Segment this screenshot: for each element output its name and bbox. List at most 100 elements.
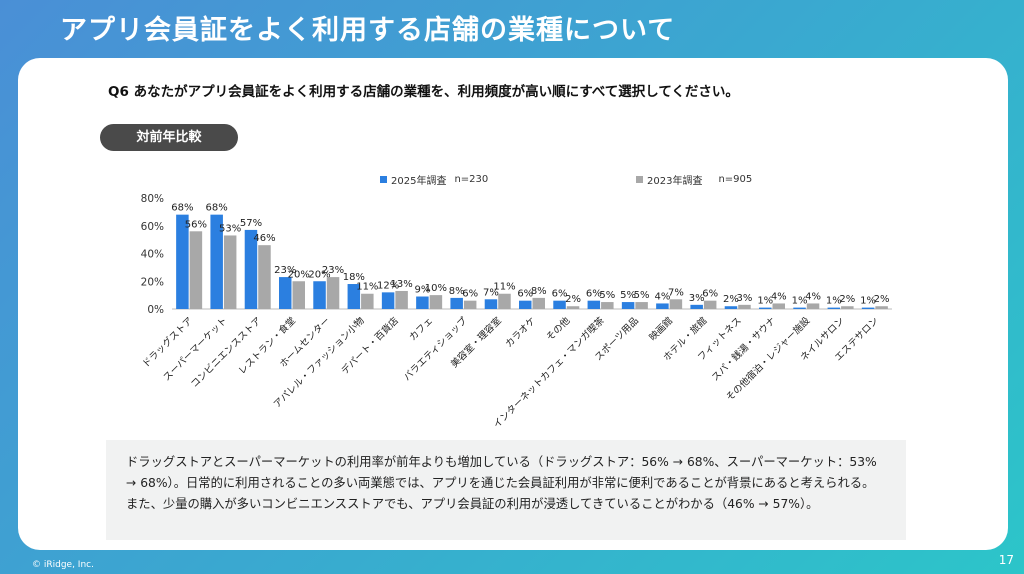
bar-2023 [223, 235, 237, 309]
bar-2023 [258, 245, 271, 309]
data-label-2025: 5% [620, 290, 636, 301]
summary-note: ドラッグストアとスーパーマーケットの利用率が前年よりも増加している（ドラッグスト… [106, 440, 906, 540]
bar-2025 [416, 296, 429, 309]
data-label-2025: 8% [449, 286, 465, 297]
bar-2023 [395, 290, 408, 309]
data-label-2023: 5% [634, 290, 650, 301]
data-label-2023: 3% [737, 293, 753, 304]
bar-2023 [635, 302, 648, 309]
data-label-2023: 5% [599, 290, 615, 301]
data-label-2023: 4% [771, 291, 787, 302]
data-label-2025: 68% [206, 203, 228, 214]
page-number: 17 [998, 553, 1014, 567]
bar-2025 [244, 229, 258, 309]
bar-2025 [587, 300, 601, 309]
data-label-2025: 7% [483, 287, 499, 298]
question-text: Q6 あなたがアプリ会員証をよく利用する店舗の業種を、利用頻度が高い順にすべて選… [108, 84, 739, 100]
comparison-badge: 対前年比較 [100, 124, 238, 151]
data-label-2025: 1% [757, 296, 773, 307]
x-tick-label: スパ・銭湯・サウナ [709, 315, 778, 384]
legend-label-2023: 2023年調査 [647, 176, 703, 187]
data-label-2025: 12% [377, 280, 399, 291]
data-label-2025: 6% [552, 289, 568, 300]
data-label-2023: 20% [288, 269, 310, 280]
bar-2025 [793, 307, 806, 309]
y-tick-label: 60% [141, 221, 164, 233]
x-tick-label: スーパーマーケット [161, 315, 229, 383]
y-tick-label: 0% [147, 304, 164, 316]
y-tick-label: 40% [141, 249, 164, 261]
y-tick-label: 80% [141, 193, 164, 205]
x-tick-label: カラオケ [503, 315, 538, 350]
bar-2023 [875, 306, 888, 309]
legend-2025: 2025年調査 n=230 [380, 172, 488, 187]
legend-n-2025: n=230 [454, 174, 489, 185]
bar-2023 [566, 306, 580, 309]
legend-label-2025: 2025年調査 [391, 176, 447, 187]
data-label-2025: 4% [654, 291, 670, 302]
bar-2025 [827, 307, 841, 309]
x-tick-label: その他 [544, 314, 573, 343]
bar-2023 [361, 293, 374, 309]
data-label-2023: 11% [493, 282, 515, 293]
data-label-2025: 1% [826, 296, 842, 307]
bar-2023 [463, 300, 477, 309]
bar-2025 [279, 277, 292, 309]
legend-n-2023: n=905 [718, 174, 753, 185]
data-label-2025: 57% [240, 218, 262, 229]
data-label-2025: 1% [792, 296, 808, 307]
bar-2023 [669, 299, 683, 309]
bar-2025 [484, 299, 498, 309]
data-label-2023: 10% [425, 283, 447, 294]
data-label-2023: 2% [839, 294, 855, 305]
x-tick-label: レストラン・食堂 [236, 315, 298, 377]
legend-swatch-2023 [636, 176, 643, 183]
bar-2025 [861, 307, 875, 309]
data-label-2023: 53% [219, 223, 241, 234]
bar-2025 [210, 214, 223, 309]
bar-2023 [738, 304, 751, 309]
y-tick-label: 20% [141, 276, 164, 288]
bar-2025 [656, 303, 669, 309]
data-label-2023: 46% [253, 233, 275, 244]
legend-swatch-2025 [380, 176, 387, 183]
bar-2023 [498, 293, 511, 309]
data-label-2023: 2% [565, 294, 581, 305]
x-tick-label: デパート・百貨店 [339, 315, 401, 377]
data-label-2023: 2% [874, 294, 890, 305]
bar-2023 [601, 302, 614, 309]
data-label-2023: 11% [356, 282, 378, 293]
bar-2025 [381, 292, 395, 309]
bar-2023 [532, 297, 545, 309]
bar-2025 [621, 302, 635, 309]
data-label-2023: 6% [702, 289, 718, 300]
bar-2025 [519, 300, 532, 309]
bar-2023 [806, 303, 820, 309]
bar-2025 [759, 307, 772, 309]
data-label-2023: 56% [185, 219, 207, 230]
bar-2025 [450, 297, 463, 309]
bar-2023 [703, 300, 717, 309]
bar-2025 [347, 284, 361, 309]
bar-2023 [326, 277, 340, 309]
page-title: アプリ会員証をよく利用する店舗の業種について [60, 15, 676, 46]
legend-2023: 2023年調査 n=905 [636, 172, 752, 187]
x-tick-label: バラエティショップ [402, 315, 470, 383]
bar-2023 [772, 303, 785, 309]
copyright: © iRidge, Inc. [32, 560, 94, 570]
bar-2023 [841, 306, 854, 309]
data-label-2023: 13% [390, 279, 412, 290]
data-label-2025: 23% [274, 265, 296, 276]
data-label-2025: 20% [308, 269, 330, 280]
bar-chart: 0%20%40%60%80%68%56%ドラッグストア68%53%スーパーマーケ… [140, 193, 892, 431]
x-tick-label: カフェ [407, 315, 435, 343]
data-label-2023: 4% [805, 291, 821, 302]
data-label-2025: 1% [860, 296, 876, 307]
bar-2025 [176, 214, 189, 309]
bar-2025 [724, 306, 738, 309]
data-label-2023: 8% [531, 286, 547, 297]
bar-2023 [429, 295, 443, 309]
bar-2023 [292, 281, 305, 309]
x-tick-label: 映画館 [647, 315, 676, 344]
data-label-2025: 18% [343, 272, 365, 283]
